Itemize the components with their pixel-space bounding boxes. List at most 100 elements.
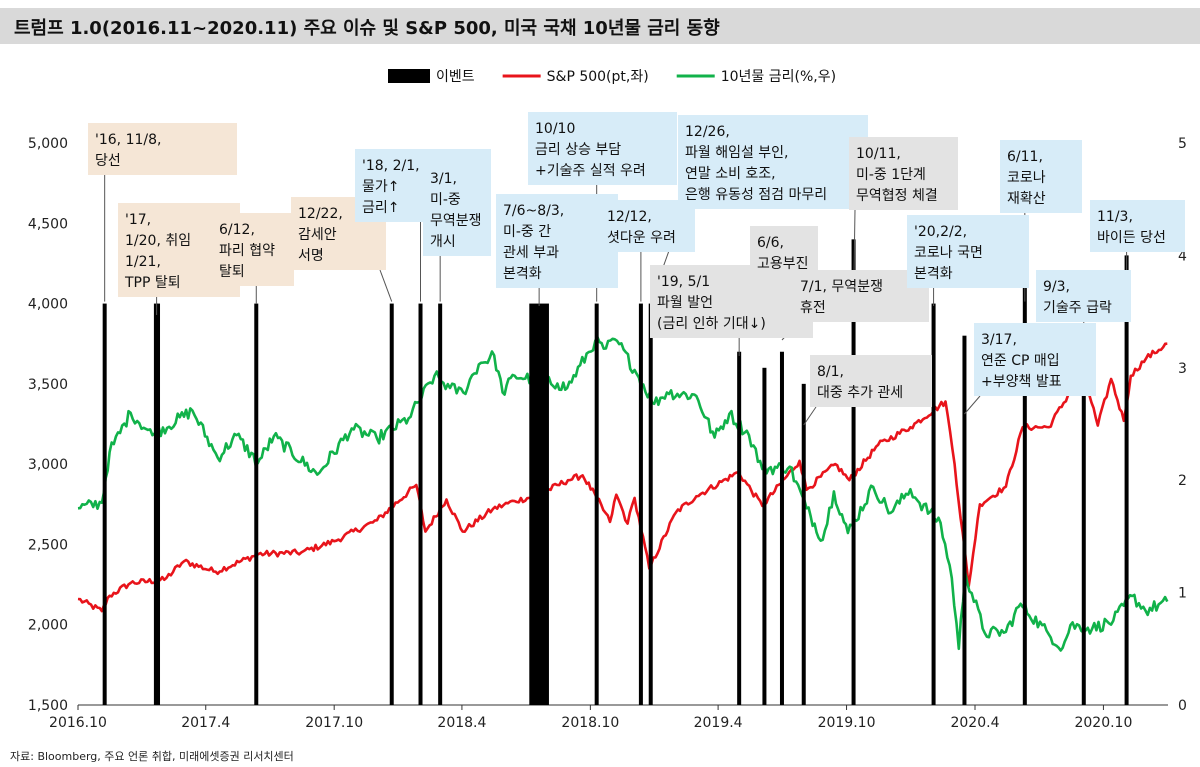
annotation-text: 1/21, [125,254,161,270]
annotation-text: 6/6, [757,235,784,251]
y-right-tick-label: 4 [1178,248,1187,264]
annotation-text: 물가↑ [362,179,400,195]
x-tick-label: 2020.4 [950,715,999,731]
x-tick-label: 2018.10 [561,715,619,731]
y-left-tick-label: 1,500 [28,698,68,714]
annotation-box [88,123,237,175]
annotation-text: 8/1, [817,364,844,380]
x-tick-label: 2017.4 [181,715,230,731]
annotation-text: '16, 11/8, [95,132,161,148]
annotation-box [678,115,868,209]
y-left-tick-label: 2,500 [28,537,68,553]
y-right-tick-label: 3 [1178,361,1187,377]
event-bar [438,303,443,705]
event-bar [156,303,161,705]
annotation-text: 미-중 1단계 [856,167,926,183]
annotation-text: 본격화 [503,266,542,282]
title-bar: 트럼프 1.0(2016.11~2020.11) 주요 이슈 및 S&P 500… [0,0,1200,48]
annotation-text: 기술주 급락 [1043,300,1112,316]
event-bar [1022,223,1027,706]
legend-event-swatch [388,69,430,83]
x-tick-label: 2020.10 [1074,715,1132,731]
x-tick-label: 2016.10 [49,715,107,731]
annotation-text: 12/22, [298,206,343,222]
event-layer [102,223,1129,706]
y-left-tick-label: 5,000 [28,136,68,152]
event-bar [1081,335,1086,705]
annotation-box [1036,270,1131,322]
leader-line [964,395,981,415]
annotation-text: 고용부진 [757,256,809,272]
source-note: 자료: Bloomberg, 주요 언론 취합, 미래에셋증권 리서치센터 [10,750,294,763]
annotation-text: 코로나 국면 [914,245,983,261]
annotation-text: 10/10 [535,121,575,137]
annotation-text: '20,2/2, [914,224,967,240]
annotation-text: 11/3, [1097,209,1133,225]
annotation-text: 12/26, [685,124,730,140]
event-bar [594,303,599,705]
annotation-text: 탈퇴 [219,264,245,280]
event-bar [737,351,742,705]
annotation-text: 무역분쟁 [430,213,482,229]
y-left-tick-label: 2,000 [28,618,68,634]
annotation-text: 당선 [95,153,121,169]
y-right-tick-label: 0 [1178,698,1187,714]
annotation-text: 6/12, [219,222,255,238]
annotation-box [423,162,491,256]
annotation-text: 파월 해임설 부인, [685,145,789,161]
x-tick-label: 2019.4 [694,715,743,731]
y-left-tick-label: 4,000 [28,297,68,313]
annotation-text: 금리 상승 부담 [535,142,621,158]
event-bar [1124,255,1129,705]
annotation-text: 무역협정 체결 [856,188,938,204]
annotation-text: 금리↑ [362,200,400,216]
event-bar [638,303,643,705]
legend-label: 이벤트 [436,69,475,85]
annotation-text: 7/1, 무역분쟁 [800,279,883,295]
annotation-text: 바이든 당선 [1097,230,1166,246]
annotation-text: 연준 CP 매입 [981,353,1060,369]
annotation-text: 미-중 [430,192,461,208]
axes-layer: 1,500 2,000 2,500 3,000 3,500 4,000 4,500 5,000… [28,136,1187,731]
annotation-text: '19, 5/1 [657,274,710,290]
event-bar [529,303,549,705]
event-bar [418,303,423,705]
annotation-text: 본격화 [914,266,953,282]
annotation-box [212,213,294,286]
annotation-text: 휴전 [800,300,826,316]
annotation-text: 서명 [298,248,324,264]
annotation-text: 관세 부과 [503,245,559,261]
annotation-box [793,270,929,322]
annotation-text: 셧다운 우려 [607,230,676,246]
annotation-text: '17, [125,212,151,228]
annotation-text: 재확산 [1007,191,1046,207]
annotation-box [849,137,958,210]
y-left-tick-label: 3,500 [28,377,68,393]
legend: 이벤트 S&P 500(pt,좌) 10년물 금리(%,우) [388,69,836,85]
annotation-text: 코로나 [1007,170,1046,186]
annotation-text: 미-중 간 [503,224,551,240]
rate-series-line [77,335,1169,652]
annotation-box [974,323,1096,396]
leader-line [379,269,393,302]
x-tick-label: 2018.4 [437,715,486,731]
event-bar [851,239,856,706]
annotation-text: 개시 [430,234,456,250]
annotation-box [907,215,1029,288]
annotation-text: 대중 추가 관세 [817,385,903,401]
annotation-text: 은행 유동성 점검 마무리 [685,187,827,203]
event-bar [153,303,158,705]
annotation-text: 3/17, [981,332,1017,348]
annotation-text: 6/11, [1007,149,1043,165]
annotation-box [528,112,677,185]
annotation-text: +부양책 발표 [981,374,1062,390]
y-left-tick-label: 4,500 [28,216,68,232]
legend-label: 10년물 금리(%,우) [721,69,836,85]
event-bar [931,303,936,705]
y-right-tick-label: 5 [1178,136,1187,152]
series-layer [77,335,1169,652]
event-bar [389,303,394,705]
x-tick-label: 2019.10 [818,715,876,731]
y-left-tick-label: 3,000 [28,457,68,473]
annotation-layer: '16, 11/8, 당선 '17, 1/20, 취임 1/21, TPP 탈퇴 6/12,… [88,112,1185,407]
